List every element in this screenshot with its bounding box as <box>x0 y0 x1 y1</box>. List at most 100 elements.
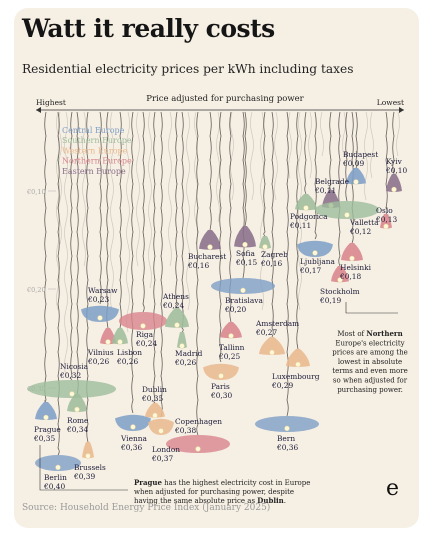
bulb-amsterdam <box>269 349 275 356</box>
price-label-vienna: €0,36 <box>120 443 142 452</box>
price-label-copenhagen: €0,38 <box>174 426 196 435</box>
decor-wire <box>274 111 278 201</box>
bulb-athens <box>174 322 180 328</box>
wire-dublin <box>153 111 156 404</box>
lamp-luxembourg <box>286 349 310 367</box>
city-label-dublin: Dublin <box>142 385 167 394</box>
decor-wire <box>250 111 254 201</box>
northern-note-bracket <box>345 302 398 314</box>
price-label-lisbon: €0,26 <box>116 357 138 366</box>
decor-wire <box>396 111 400 157</box>
decor-wire <box>364 111 368 201</box>
y-tick-label: €0,10 <box>26 188 46 196</box>
wire-oslo <box>385 111 388 215</box>
decor-wire <box>370 111 374 179</box>
lamp-prague <box>35 402 57 420</box>
city-label-bucharest: Bucharest <box>188 252 226 261</box>
price-label-london: €0,37 <box>151 454 173 463</box>
wire-zagreb <box>263 111 266 237</box>
price-label-vilnius: €0,26 <box>87 357 109 366</box>
legend-item-southern-europe: Southern Europe <box>62 136 132 145</box>
wire-sofia <box>244 111 247 227</box>
price-label-kyiv: €0,10 <box>385 166 407 175</box>
lamp-athens <box>165 308 189 328</box>
wire-madrid <box>181 111 184 333</box>
bulb-luxembourg <box>295 361 301 368</box>
decor-wire <box>288 111 292 179</box>
decor-wire <box>298 111 302 311</box>
lamp-bucharest <box>199 230 221 250</box>
wire-vienna <box>131 111 134 414</box>
prague-note-line: having the same absolute price as Dublin… <box>134 496 286 505</box>
city-label-budapest: Budapest <box>343 150 378 159</box>
lamp-nicosia <box>28 380 116 398</box>
lamp-madrid <box>177 332 187 349</box>
city-label-berlin: Berlin <box>44 473 67 482</box>
city-label-nicosia: Nicosia <box>60 362 89 371</box>
city-label-lisbon: Lisbon <box>117 348 142 357</box>
lamp-budapest <box>346 168 366 185</box>
price-label-belgrade: €0,11 <box>314 186 336 195</box>
decor-wire <box>58 111 62 245</box>
wire-vilnius <box>106 111 109 329</box>
wire-paris <box>219 111 222 363</box>
city-label-sofia: Sofia <box>236 249 255 258</box>
wire-berlin <box>57 111 60 456</box>
bulb-brussels <box>85 453 91 459</box>
city-label-madrid: Madrid <box>175 349 203 358</box>
decor-wire <box>342 111 346 157</box>
legend-item-eastern-europe: Eastern Europe <box>62 167 126 176</box>
city-label-bern: Bern <box>277 434 295 443</box>
wire-belgrade <box>329 111 332 191</box>
lamp-oslo <box>380 214 392 229</box>
city-label-podgorica: Podgorica <box>290 212 328 221</box>
bulb-ljubljana <box>312 250 318 256</box>
northern-note-line: purchasing power. <box>337 386 403 394</box>
bulb-oslo <box>383 223 389 230</box>
price-label-nicosia: €0,32 <box>59 371 81 380</box>
price-label-bratislava: €0,20 <box>224 305 246 314</box>
city-label-london: London <box>152 445 180 454</box>
price-label-ljubljana: €0,17 <box>299 266 321 275</box>
price-label-podgorica: €0,11 <box>289 221 311 230</box>
legend-item-western-europe: Western Europe <box>62 146 128 155</box>
bulb-dublin <box>152 412 158 419</box>
city-label-vilnius: Vilnius <box>87 348 114 357</box>
city-label-paris: Paris <box>211 382 230 391</box>
wire-luxembourg <box>296 111 299 350</box>
brand-logo: e <box>386 476 400 501</box>
wire-nicosia <box>70 111 73 381</box>
price-label-paris: €0,30 <box>210 391 232 400</box>
city-label-copenhagen: Copenhagen <box>175 417 222 426</box>
lamp-brussels <box>82 442 94 459</box>
price-label-prague: €0,35 <box>33 434 55 443</box>
bulb-vienna <box>130 424 136 430</box>
bulb-bern <box>284 425 290 432</box>
decor-wire <box>230 111 234 201</box>
decor-wire <box>64 111 68 377</box>
wire-warsaw <box>99 111 102 305</box>
city-label-stockholm: Stockholm <box>320 287 360 296</box>
lamp-london <box>148 418 174 435</box>
city-label-brussels: Brussels <box>74 463 106 472</box>
bulb-stockholm <box>337 277 343 283</box>
price-label-amsterdam: €0,27 <box>255 328 277 337</box>
wire-amsterdam <box>271 111 274 338</box>
wire-podgorica <box>304 111 307 195</box>
lamp-lisbon <box>112 328 128 345</box>
bulb-berlin <box>55 464 61 471</box>
bulb-riga <box>140 323 146 329</box>
chart-title: Watt it really costs <box>22 14 275 43</box>
northern-note-line: so when adjusted for <box>333 377 408 385</box>
city-label-vienna: Vienna <box>120 434 147 443</box>
lamp-paris <box>203 363 239 380</box>
wire-layer <box>44 111 400 456</box>
legend-item-central-europe: Central Europe <box>62 126 125 135</box>
y-tick-label: €0,20 <box>26 286 46 294</box>
bulb-zagreb <box>262 244 268 250</box>
northern-note-line: Most of Northern <box>337 329 402 338</box>
wire-valletta <box>345 111 348 202</box>
